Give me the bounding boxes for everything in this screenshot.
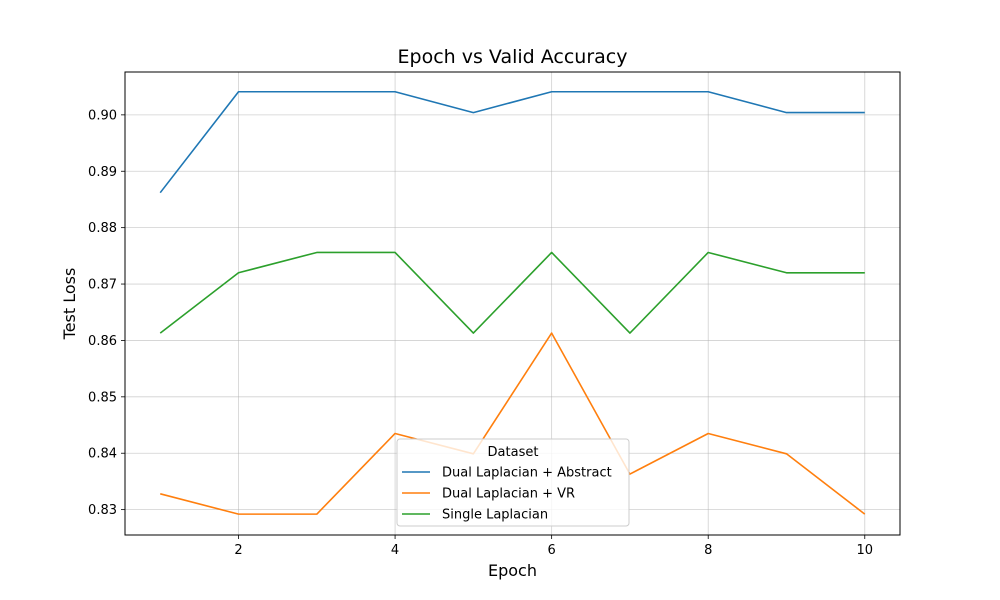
x-axis-title: Epoch: [488, 561, 537, 580]
legend-label: Dual Laplacian + Abstract: [442, 466, 612, 481]
plot-frame: [124, 71, 901, 536]
x-tick-label: 4: [391, 543, 399, 558]
legend-box: [396, 438, 630, 527]
legend-label: Single Laplacian: [442, 508, 548, 523]
y-tick-label: 0.83: [88, 503, 117, 518]
y-tick-label: 0.88: [88, 221, 117, 236]
series-lines: [159, 90, 866, 515]
y-tick-label: 0.89: [88, 165, 117, 180]
x-tick-label: 6: [548, 543, 556, 558]
y-tick-label: 0.90: [88, 108, 117, 123]
x-tick-label: 2: [234, 543, 242, 558]
series-line-2: [160, 332, 866, 515]
axis-ticks: 2 4 6 8 10 0.83 0.84 0.85 0.86 0.87 0.88 0.89 0.90: [88, 108, 873, 558]
y-tick-label: 0.86: [88, 334, 117, 349]
y-tick-label: 0.84: [88, 447, 117, 462]
y-tick-label: 0.87: [88, 278, 117, 293]
x-tick-label: 8: [704, 543, 712, 558]
x-tick-label: 10: [856, 543, 873, 558]
series-line-3: [159, 251, 865, 334]
chart-title: Epoch vs Valid Accuracy: [398, 46, 628, 68]
y-axis-title: Test Loss: [60, 268, 79, 341]
legend-title: Dataset: [488, 445, 539, 460]
series-line-1: [159, 90, 865, 194]
legend-label: Dual Laplacian + VR: [442, 487, 575, 502]
y-tick-label: 0.85: [88, 390, 117, 405]
grid: [125, 72, 900, 535]
legend-entries: Dual Laplacian + Abstract Dual Laplacian …: [402, 466, 612, 523]
